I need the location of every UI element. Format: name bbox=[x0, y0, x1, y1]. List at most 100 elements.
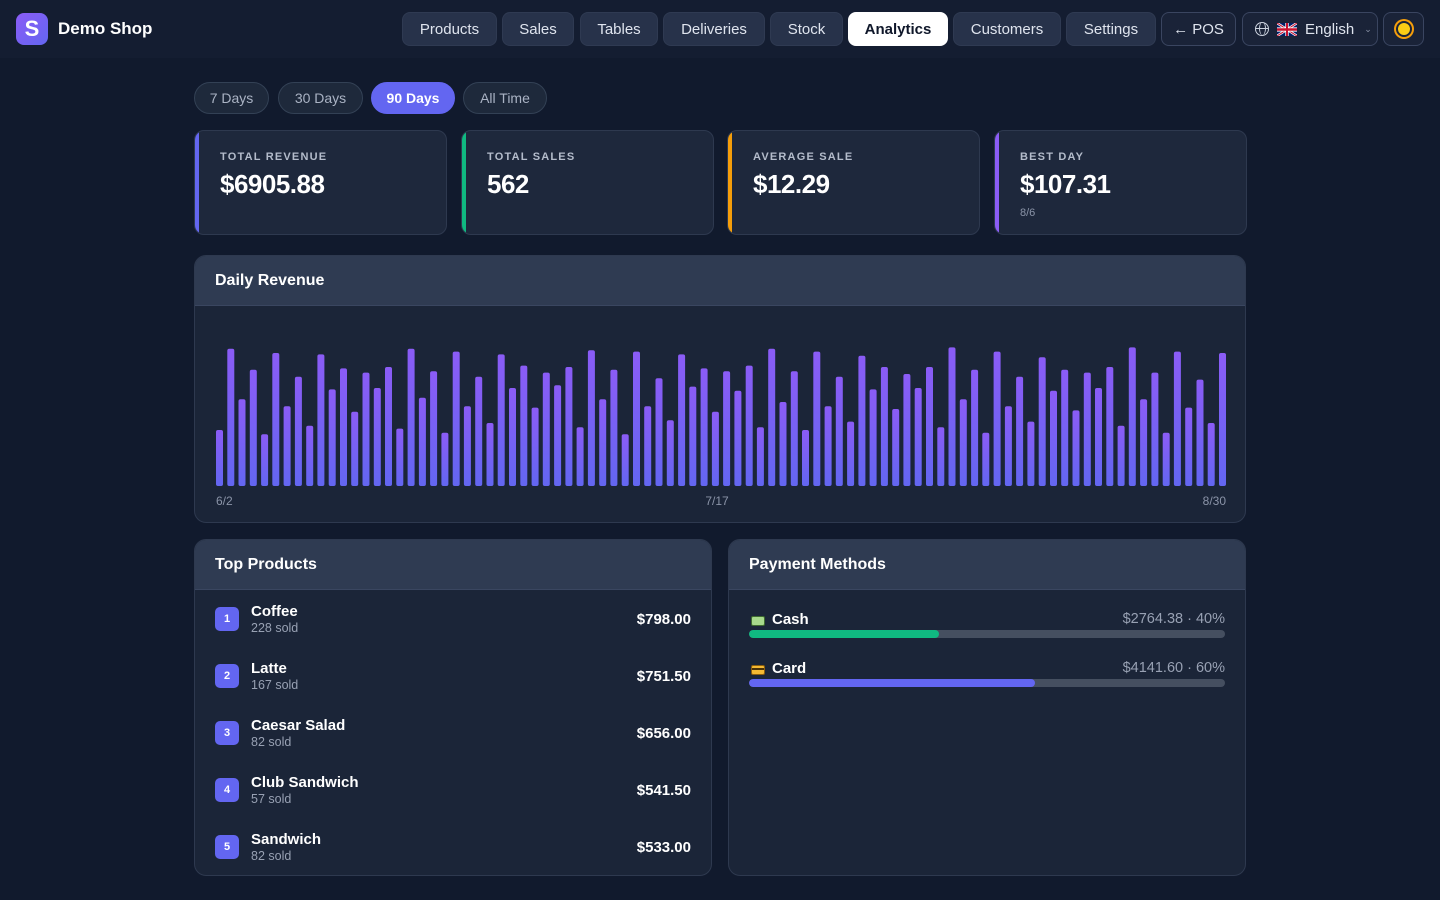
revenue-bar[interactable] bbox=[813, 351, 821, 486]
revenue-bar[interactable] bbox=[328, 389, 336, 486]
revenue-bar[interactable] bbox=[1140, 399, 1148, 486]
brand[interactable]: S Demo Shop bbox=[16, 13, 152, 45]
revenue-bar[interactable] bbox=[858, 355, 866, 486]
revenue-bar[interactable] bbox=[723, 371, 731, 486]
revenue-bar[interactable] bbox=[238, 399, 246, 486]
revenue-bar[interactable] bbox=[362, 372, 370, 486]
revenue-bar[interactable] bbox=[948, 347, 956, 486]
nav-products[interactable]: Products bbox=[402, 12, 497, 46]
revenue-bar[interactable] bbox=[294, 376, 302, 486]
revenue-bar[interactable] bbox=[971, 369, 979, 486]
revenue-bar[interactable] bbox=[1027, 421, 1035, 486]
language-select[interactable]: English ⌄ bbox=[1242, 12, 1378, 46]
revenue-bar[interactable] bbox=[306, 425, 314, 486]
revenue-bar[interactable] bbox=[1207, 423, 1215, 486]
revenue-bar[interactable] bbox=[768, 348, 776, 486]
revenue-bar[interactable] bbox=[227, 348, 235, 486]
theme-toggle-button[interactable] bbox=[1383, 12, 1424, 46]
product-row[interactable]: 2 Latte 167 sold $751.50 bbox=[215, 656, 691, 696]
revenue-bar[interactable] bbox=[1016, 376, 1024, 486]
revenue-bar[interactable] bbox=[734, 390, 742, 486]
revenue-bar[interactable] bbox=[892, 409, 900, 486]
revenue-bar[interactable] bbox=[903, 374, 911, 486]
revenue-bar[interactable] bbox=[779, 402, 787, 486]
revenue-bar[interactable] bbox=[340, 368, 347, 486]
revenue-bar[interactable] bbox=[926, 367, 933, 486]
revenue-bar[interactable] bbox=[1196, 379, 1204, 486]
revenue-bar[interactable] bbox=[272, 353, 280, 486]
revenue-bar[interactable] bbox=[576, 427, 584, 486]
revenue-bar[interactable] bbox=[317, 354, 325, 486]
revenue-bar[interactable] bbox=[249, 369, 257, 486]
revenue-bar[interactable] bbox=[441, 432, 449, 486]
revenue-bar[interactable] bbox=[1095, 388, 1102, 486]
product-row[interactable]: 1 Coffee 228 sold $798.00 bbox=[215, 599, 691, 639]
revenue-bar[interactable] bbox=[869, 389, 877, 486]
revenue-bar[interactable] bbox=[452, 351, 460, 486]
revenue-bar[interactable] bbox=[1106, 367, 1114, 486]
revenue-bar[interactable] bbox=[599, 399, 607, 486]
pos-button[interactable]: ← POS bbox=[1161, 12, 1236, 46]
revenue-bar[interactable] bbox=[666, 420, 674, 486]
revenue-bar[interactable] bbox=[216, 430, 223, 486]
nav-settings[interactable]: Settings bbox=[1066, 12, 1156, 46]
product-row[interactable]: 3 Caesar Salad 82 sold $656.00 bbox=[215, 713, 691, 753]
revenue-bar[interactable] bbox=[644, 406, 652, 486]
revenue-bar[interactable] bbox=[621, 434, 629, 486]
revenue-bar[interactable] bbox=[463, 406, 471, 486]
revenue-bar[interactable] bbox=[1050, 390, 1057, 486]
revenue-bar[interactable] bbox=[802, 430, 809, 486]
revenue-bar[interactable] bbox=[1117, 425, 1125, 486]
revenue-bar[interactable] bbox=[520, 365, 528, 486]
product-row[interactable]: 4 Club Sandwich 57 sold $541.50 bbox=[215, 770, 691, 810]
revenue-bar[interactable] bbox=[993, 351, 1001, 486]
revenue-bar[interactable] bbox=[373, 388, 381, 486]
range-90-days[interactable]: 90 Days bbox=[371, 82, 455, 114]
revenue-bar[interactable] bbox=[351, 411, 359, 486]
revenue-bar[interactable] bbox=[385, 367, 392, 486]
product-row[interactable]: 5 Sandwich 82 sold $533.00 bbox=[215, 827, 691, 867]
revenue-bar[interactable] bbox=[261, 434, 269, 486]
revenue-bar[interactable] bbox=[959, 399, 967, 486]
nav-deliveries[interactable]: Deliveries bbox=[663, 12, 765, 46]
revenue-bar[interactable] bbox=[847, 421, 855, 486]
revenue-bar[interactable] bbox=[486, 423, 494, 486]
revenue-bar[interactable] bbox=[565, 367, 573, 486]
revenue-bar[interactable] bbox=[1128, 347, 1136, 486]
revenue-bar[interactable] bbox=[745, 365, 753, 486]
revenue-bar[interactable] bbox=[542, 372, 550, 486]
revenue-bar[interactable] bbox=[1083, 372, 1091, 486]
revenue-bar[interactable] bbox=[824, 406, 832, 486]
revenue-bar[interactable] bbox=[1219, 353, 1226, 486]
range-30-days[interactable]: 30 Days bbox=[278, 82, 363, 114]
nav-stock[interactable]: Stock bbox=[770, 12, 843, 46]
revenue-bar[interactable] bbox=[633, 351, 640, 486]
revenue-bar[interactable] bbox=[1061, 369, 1069, 486]
range-7-days[interactable]: 7 Days bbox=[194, 82, 269, 114]
revenue-bar[interactable] bbox=[509, 388, 516, 486]
revenue-bar[interactable] bbox=[1173, 351, 1181, 486]
revenue-bar[interactable] bbox=[790, 371, 798, 486]
revenue-bar[interactable] bbox=[418, 397, 426, 486]
revenue-bar[interactable] bbox=[914, 388, 922, 486]
revenue-bar[interactable] bbox=[1072, 410, 1080, 486]
revenue-bar[interactable] bbox=[531, 407, 539, 486]
revenue-bar[interactable] bbox=[587, 350, 595, 486]
range-all-time[interactable]: All Time bbox=[463, 82, 547, 114]
nav-customers[interactable]: Customers bbox=[953, 12, 1061, 46]
revenue-bar[interactable] bbox=[1162, 432, 1170, 486]
revenue-bar[interactable] bbox=[430, 371, 438, 486]
revenue-bar[interactable] bbox=[407, 348, 415, 486]
revenue-bar[interactable] bbox=[700, 368, 708, 486]
revenue-bar[interactable] bbox=[880, 367, 888, 486]
revenue-bar[interactable] bbox=[283, 406, 291, 486]
revenue-bar[interactable] bbox=[655, 378, 663, 486]
revenue-bar[interactable] bbox=[756, 427, 764, 486]
revenue-bar[interactable] bbox=[1004, 406, 1012, 486]
revenue-bar[interactable] bbox=[835, 376, 843, 486]
revenue-bar[interactable] bbox=[1038, 357, 1046, 486]
revenue-bar[interactable] bbox=[937, 427, 945, 486]
nav-tables[interactable]: Tables bbox=[580, 12, 658, 46]
revenue-bar[interactable] bbox=[497, 354, 505, 486]
revenue-bar[interactable] bbox=[711, 411, 719, 486]
